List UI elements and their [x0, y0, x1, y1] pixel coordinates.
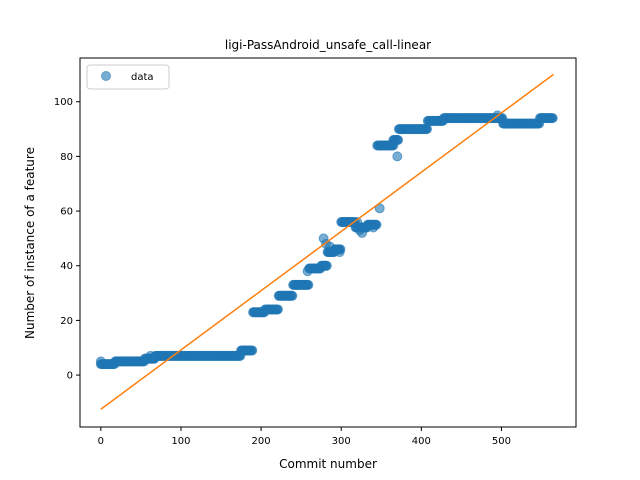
y-tick-label: 100 — [54, 97, 73, 108]
data-point — [421, 124, 432, 135]
legend-label-data: data — [131, 72, 154, 83]
legend-marker-data — [101, 71, 111, 81]
data-point — [145, 350, 156, 361]
data-point — [321, 260, 332, 271]
x-tick-label: 300 — [332, 436, 351, 447]
y-tick-label: 40 — [60, 261, 73, 272]
x-axis-ticks: 0 100 200 300 400 500 — [98, 427, 511, 447]
data-point — [368, 222, 379, 233]
y-tick-label: 60 — [60, 207, 73, 218]
fit-line-layer — [100, 73, 555, 410]
data-point — [392, 151, 403, 162]
legend-box — [86, 64, 170, 90]
x-tick-label: 200 — [252, 436, 271, 447]
y-tick-label: 0 — [67, 371, 73, 382]
plot-frame — [79, 57, 577, 428]
y-tick-label: 80 — [60, 152, 73, 163]
x-axis-label: Commit number — [279, 457, 377, 471]
chart-title: ligi-PassAndroid_unsafe_call-linear — [225, 38, 431, 52]
data-point — [302, 266, 313, 277]
x-tick-label: 100 — [171, 436, 190, 447]
x-tick-label: 0 — [98, 436, 104, 447]
x-tick-label: 500 — [492, 436, 511, 447]
data-point — [303, 279, 314, 290]
fit-line — [100, 73, 555, 410]
data-point — [388, 140, 399, 151]
x-tick-label: 400 — [412, 436, 431, 447]
data-point — [287, 290, 298, 301]
y-tick-label: 20 — [60, 316, 73, 327]
y-axis-ticks: 0 20 40 60 80 100 — [54, 97, 80, 382]
data-point — [272, 304, 283, 315]
data-point — [334, 247, 345, 258]
legend: data — [86, 64, 170, 90]
data-point — [325, 241, 335, 252]
y-axis-label: Number of instance of a feature — [23, 147, 37, 339]
data-point — [357, 227, 368, 238]
data-point — [247, 345, 258, 356]
data-point — [95, 356, 106, 367]
data-point — [547, 113, 558, 124]
